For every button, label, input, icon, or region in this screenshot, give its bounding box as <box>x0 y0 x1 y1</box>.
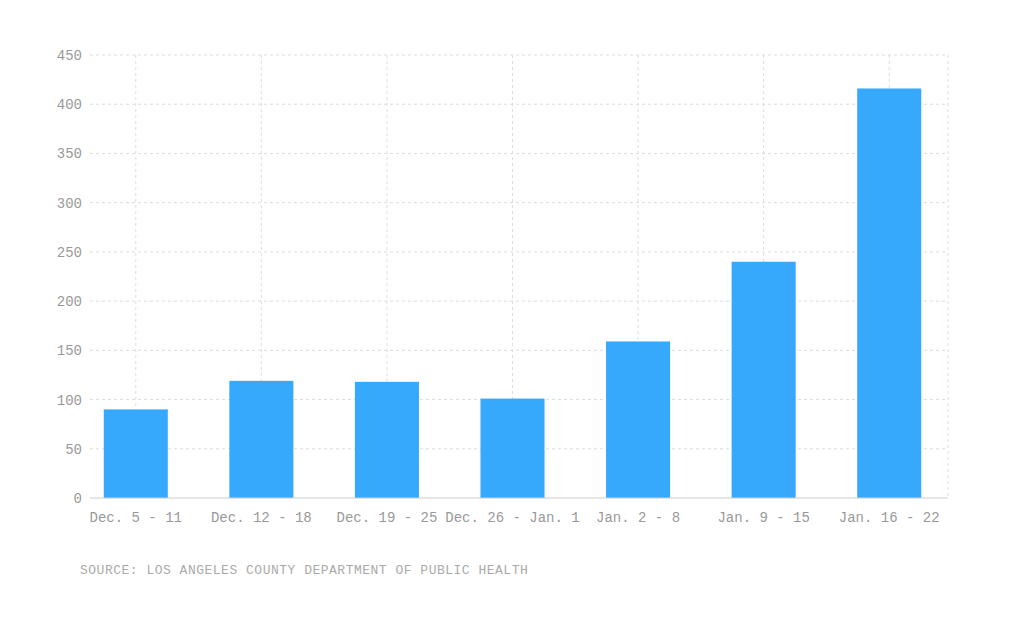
grid-line <box>90 153 948 154</box>
bar <box>355 382 419 498</box>
x-tick-label: Jan. 16 - 22 <box>839 510 940 526</box>
bar <box>606 341 670 498</box>
y-tick-label: 50 <box>65 442 82 458</box>
y-tick-label: 200 <box>57 294 82 310</box>
grid-line <box>90 55 948 56</box>
grid-line <box>90 202 948 203</box>
y-tick-label: 450 <box>57 48 82 64</box>
x-tick-label: Dec. 19 - 25 <box>337 510 438 526</box>
bar <box>104 409 168 498</box>
x-tick-label: Jan. 9 - 15 <box>717 510 809 526</box>
bar <box>732 262 796 498</box>
bar <box>857 88 921 498</box>
grid-line <box>90 350 948 351</box>
x-tick-label: Dec. 5 - 11 <box>90 510 182 526</box>
y-tick-label: 150 <box>57 343 82 359</box>
y-tick-label: 100 <box>57 393 82 409</box>
x-tick-label: Dec. 12 - 18 <box>211 510 312 526</box>
grid-line <box>90 301 948 302</box>
y-tick-label: 300 <box>57 196 82 212</box>
bars <box>104 88 921 498</box>
grid-line-vertical <box>948 55 949 498</box>
x-axis-line <box>90 498 948 499</box>
x-tick-label: Dec. 26 - Jan. 1 <box>445 510 579 526</box>
chart: 0 50 100 150 200 250 300 350 400 450 Dec. 5 - 11 De… <box>0 0 1024 626</box>
grid-line <box>90 251 948 252</box>
y-tick-label: 0 <box>74 491 82 507</box>
bar <box>229 381 293 498</box>
y-tick-label: 350 <box>57 146 82 162</box>
grid <box>90 55 948 498</box>
y-tick-label: 250 <box>57 245 82 261</box>
x-tick-label: Jan. 2 - 8 <box>596 510 680 526</box>
bar <box>480 399 544 498</box>
y-tick-label: 400 <box>57 97 82 113</box>
source: SOURCE: LOS ANGELES COUNTY DEPARTMENT OF… <box>80 563 528 578</box>
grid-line <box>90 104 948 105</box>
